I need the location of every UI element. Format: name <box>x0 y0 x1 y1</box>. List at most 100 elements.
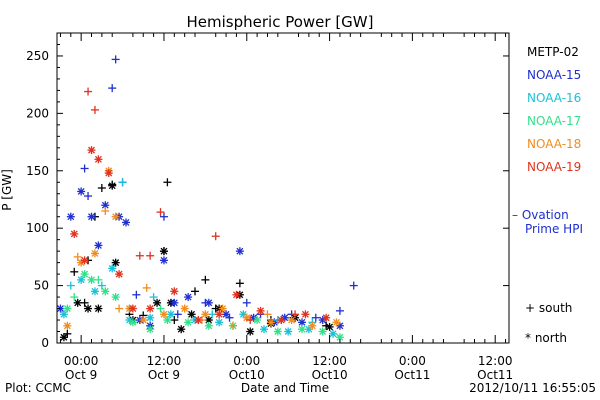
point-stroke <box>333 318 340 326</box>
south-point <box>173 310 182 319</box>
legend-satellites: METP-02 NOAA-15 NOAA-16 NOAA-17 NOAA-18 NOAA-… <box>527 45 581 174</box>
point-stroke <box>74 299 82 307</box>
point-stroke <box>146 305 154 313</box>
north-point <box>139 316 148 325</box>
x-tick-time: 12:00 <box>478 354 513 368</box>
y-tick-label: 150 <box>26 164 49 178</box>
north-point <box>94 155 103 164</box>
point-stroke <box>122 218 130 226</box>
x-tick-time: 12:00 <box>312 354 347 368</box>
north-point <box>63 321 72 330</box>
south-point <box>242 298 251 307</box>
point-stroke <box>77 276 85 284</box>
point-stroke <box>336 333 344 341</box>
north-point <box>66 212 75 221</box>
north-point <box>215 310 224 319</box>
south-point <box>201 275 210 284</box>
south-point <box>263 310 272 319</box>
plot-frame <box>56 32 510 344</box>
north-point <box>101 287 110 296</box>
point-stroke <box>112 213 120 221</box>
point-stroke <box>163 316 171 324</box>
north-point <box>111 293 120 302</box>
north-point <box>318 327 327 336</box>
point-stroke <box>139 316 147 324</box>
south-point <box>156 208 165 217</box>
legend-satellite: NOAA-18 <box>527 137 581 151</box>
north-point <box>329 329 338 338</box>
point-stroke <box>267 318 275 326</box>
legend-satellite: NOAA-15 <box>527 68 581 82</box>
ovation-line: Prime HPI <box>525 222 583 236</box>
point-stroke <box>94 241 102 249</box>
point-stroke <box>246 328 254 335</box>
north-point <box>108 264 117 273</box>
plot-credit: Plot: CCMC <box>5 381 71 395</box>
point-stroke <box>284 328 292 335</box>
point-stroke <box>125 316 133 324</box>
point-stroke <box>215 318 223 326</box>
north-point <box>301 310 310 319</box>
point-stroke <box>232 291 240 299</box>
south-point <box>246 316 255 325</box>
south-point <box>211 232 220 241</box>
point-stroke <box>84 305 92 313</box>
south-point <box>159 212 168 221</box>
north-point <box>297 318 306 327</box>
point-stroke <box>88 276 95 284</box>
north-point <box>125 316 134 325</box>
y-tick-label: 50 <box>34 279 49 293</box>
south-point <box>235 279 244 288</box>
point-stroke <box>81 256 89 264</box>
legend-satellite: NOAA-19 <box>527 160 581 174</box>
north-point <box>59 310 68 319</box>
point-stroke <box>88 146 95 154</box>
north-point <box>201 310 210 319</box>
point-stroke <box>298 325 306 333</box>
point-stroke <box>257 307 265 315</box>
north-point <box>260 325 269 334</box>
north-point <box>266 318 275 327</box>
point-stroke <box>63 322 71 330</box>
north-point <box>90 249 99 258</box>
point-stroke <box>326 323 334 331</box>
point-stroke <box>205 316 213 324</box>
x-tick-date: Oct11 <box>477 368 513 382</box>
north-point <box>177 325 186 334</box>
point-stroke <box>322 314 330 322</box>
point-stroke <box>188 310 196 318</box>
south-point <box>191 287 200 296</box>
north-point <box>284 327 293 336</box>
north-point <box>115 270 124 279</box>
point-stroke <box>60 333 68 341</box>
x-tick-date: Oct10 <box>229 368 265 382</box>
north-point <box>204 321 213 330</box>
legend-ovation-label: – Ovation Prime HPI <box>512 208 583 236</box>
point-stroke <box>205 322 213 330</box>
south-point <box>97 281 106 290</box>
north-point <box>87 146 96 155</box>
point-stroke <box>170 299 178 307</box>
point-stroke <box>81 270 89 278</box>
north-point <box>80 256 89 265</box>
point-stroke <box>288 316 296 324</box>
north-point <box>77 275 86 284</box>
north-point <box>204 298 213 307</box>
north-point <box>166 310 175 319</box>
point-stroke <box>253 316 261 324</box>
north-point <box>204 316 213 325</box>
north-point <box>325 322 334 331</box>
north-point <box>146 325 155 334</box>
south-point <box>163 178 172 187</box>
x-tick-time: 0:00 <box>399 354 426 368</box>
point-stroke <box>277 316 285 324</box>
x-tick-date: Oct11 <box>394 368 430 382</box>
south-point <box>228 321 237 330</box>
north-point <box>146 304 155 313</box>
north-point <box>63 304 72 313</box>
point-stroke <box>236 247 244 255</box>
north-point <box>146 313 155 322</box>
north-point <box>70 229 79 238</box>
south-point <box>335 306 344 315</box>
